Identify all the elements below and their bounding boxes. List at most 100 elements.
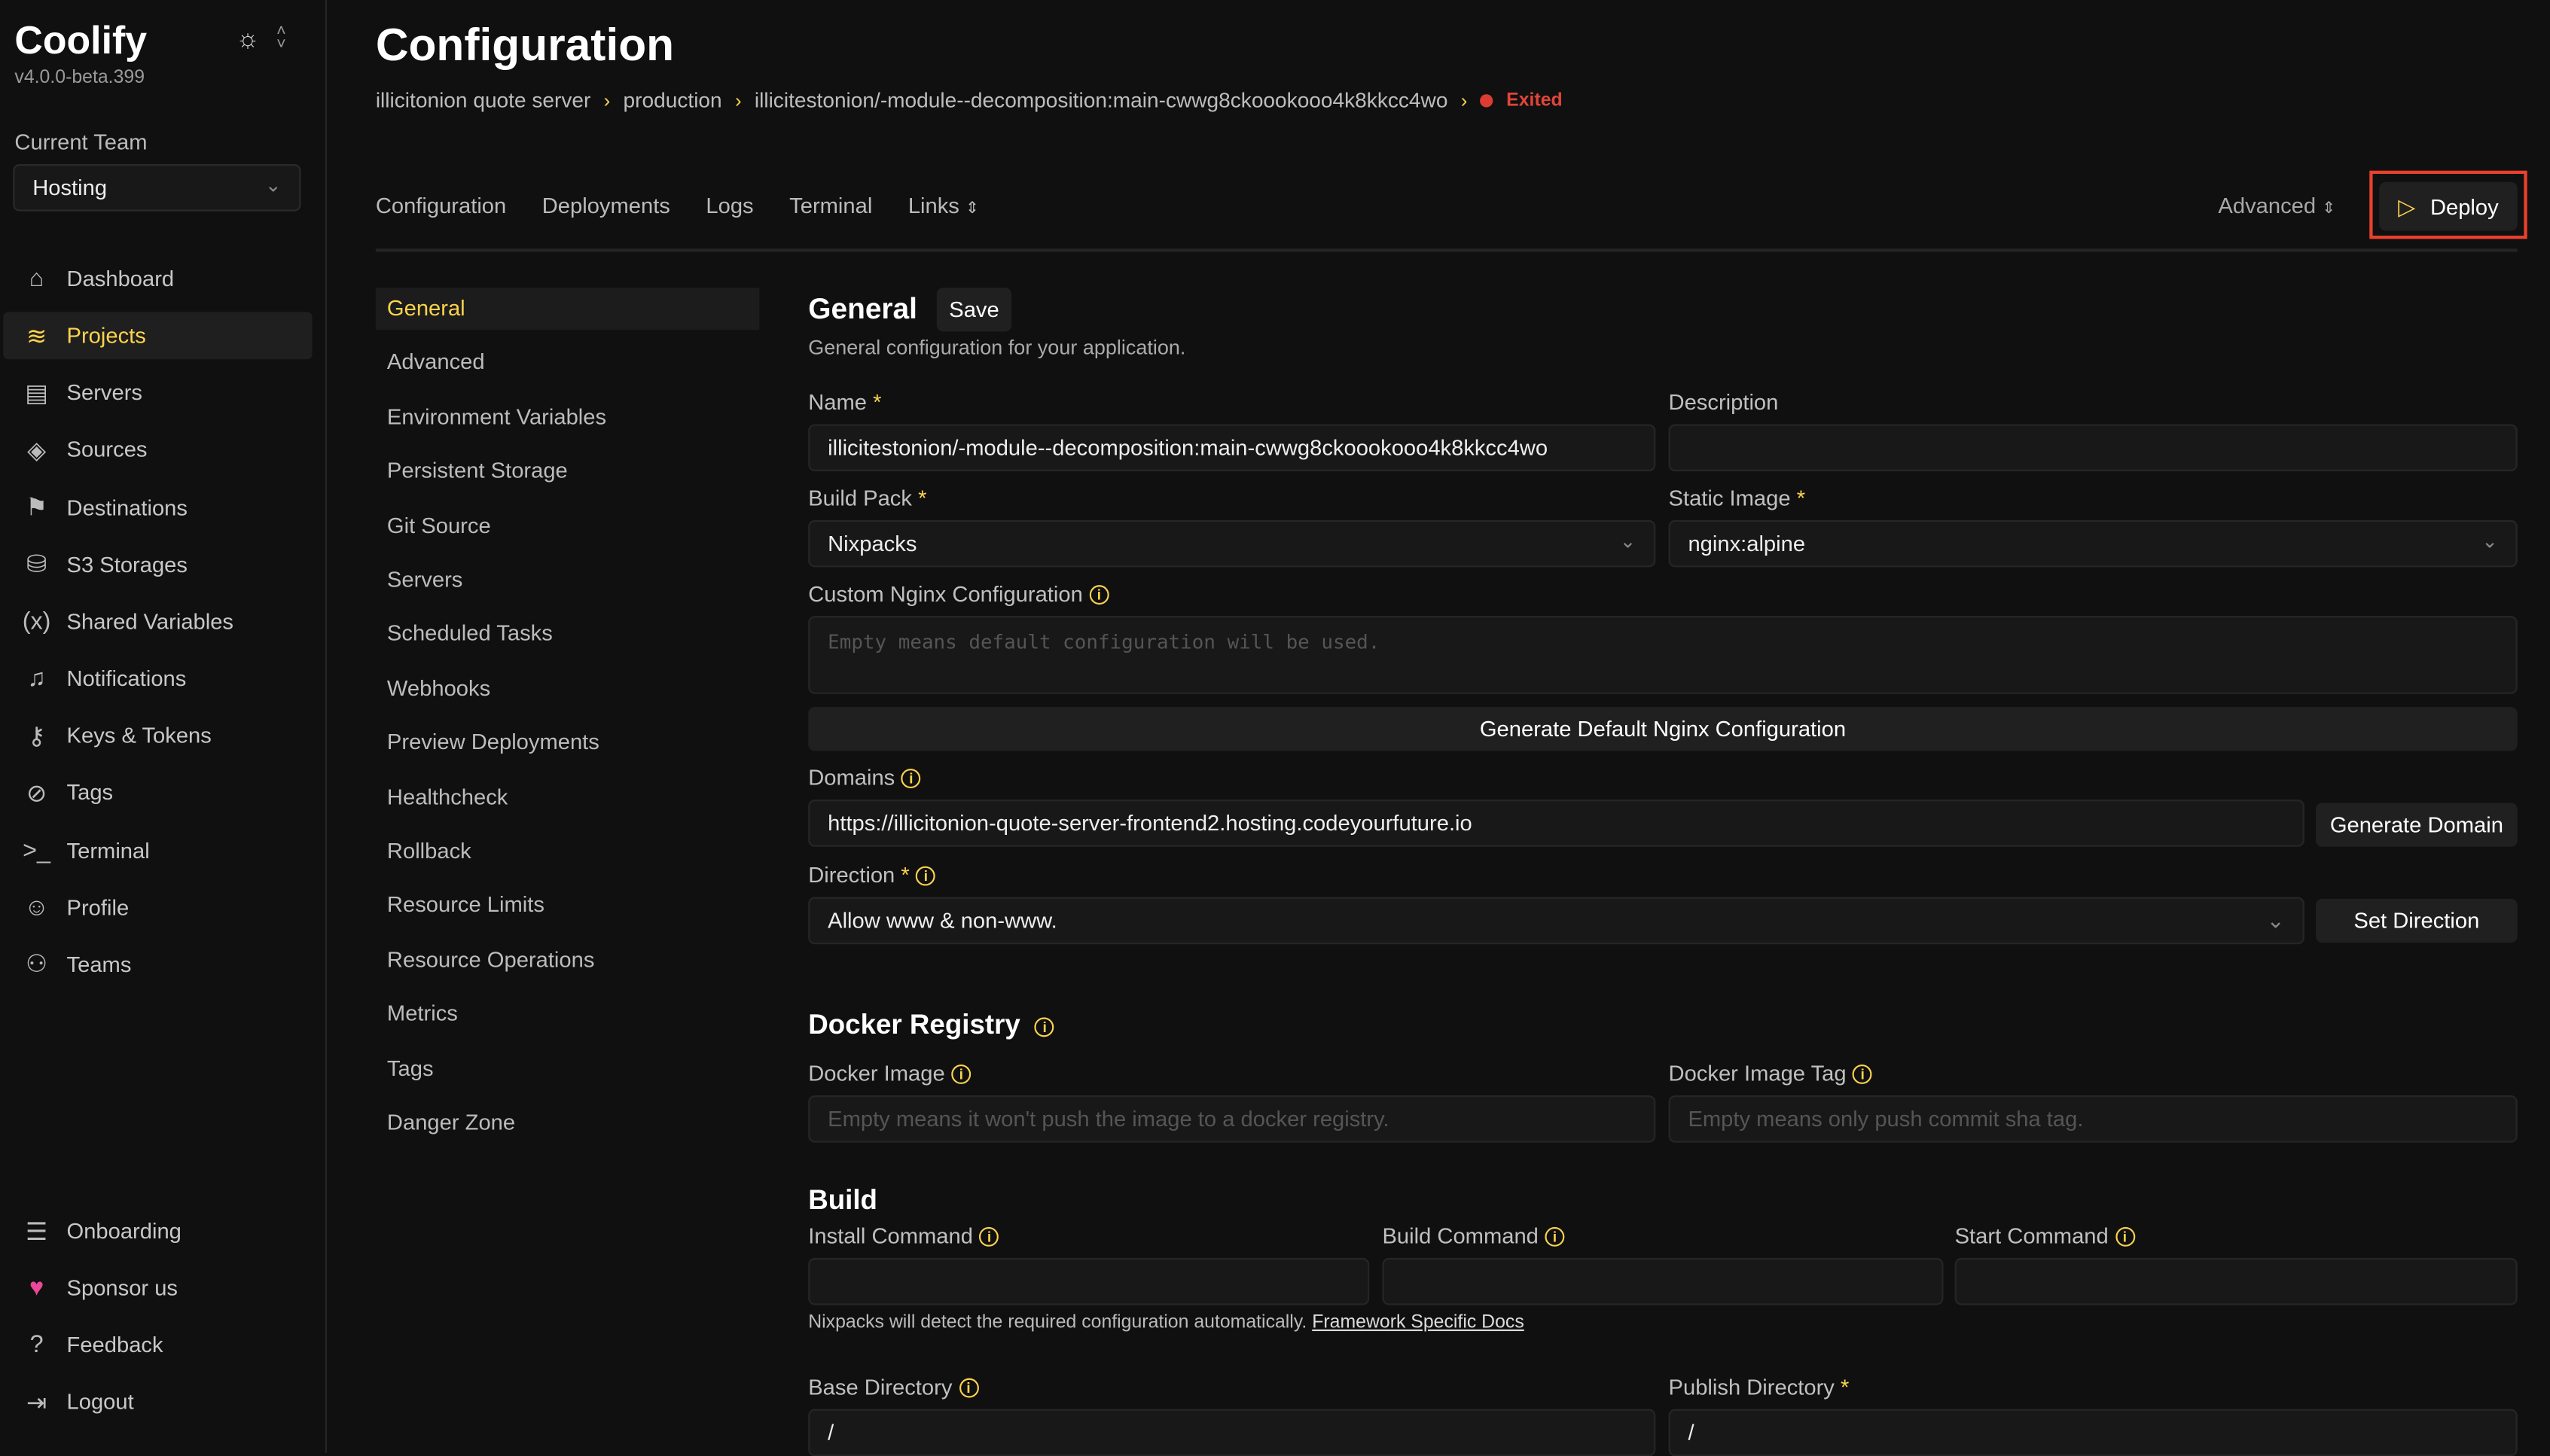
- sidebar-item-feedback[interactable]: ? Feedback: [3, 1322, 312, 1369]
- nginx-config-textarea[interactable]: Empty means default configuration will b…: [808, 616, 2518, 694]
- info-icon[interactable]: i: [1089, 586, 1109, 606]
- domains-label: Domains i: [808, 766, 921, 790]
- breadcrumb-resource[interactable]: illicitestonion/-module--decomposition:m…: [754, 87, 1448, 112]
- subnav-item-persistent-storage[interactable]: Persistent Storage: [386, 458, 568, 483]
- info-icon[interactable]: i: [951, 1065, 972, 1085]
- subnav-item-general[interactable]: General: [375, 288, 760, 330]
- breadcrumb-project[interactable]: illicitonion quote server: [375, 87, 591, 112]
- info-icon[interactable]: i: [2115, 1227, 2135, 1247]
- sidebar-item-tags[interactable]: ⊘ Tags: [3, 769, 312, 817]
- theme-toggle-chevrons-icon[interactable]: ˄ ˅: [276, 23, 286, 54]
- install-command-input[interactable]: [808, 1257, 1370, 1305]
- buildpack-label: Build Pack *: [808, 486, 926, 510]
- set-direction-button[interactable]: Set Direction: [2315, 898, 2518, 943]
- tab-configuration[interactable]: Configuration: [375, 193, 507, 218]
- subnav-item-webhooks[interactable]: Webhooks: [386, 675, 491, 701]
- info-icon[interactable]: i: [1035, 1016, 1055, 1037]
- sidebar-item-profile[interactable]: ☺ Profile: [3, 884, 312, 931]
- subnav-item-git-source[interactable]: Git Source: [386, 513, 491, 538]
- app-logo[interactable]: Coolify: [14, 19, 148, 64]
- generate-nginx-button[interactable]: Generate Default Nginx Configuration: [808, 707, 2518, 751]
- buildpack-select[interactable]: Nixpacks ⌄: [808, 519, 1656, 568]
- subnav-item-scheduled-tasks[interactable]: Scheduled Tasks: [386, 621, 553, 646]
- sidebar-item-logout[interactable]: ⇥ Logout: [3, 1379, 312, 1427]
- subnav-item-resource-limits[interactable]: Resource Limits: [386, 893, 544, 918]
- database-icon: ⛁: [26, 551, 47, 580]
- chevron-updown-icon: ⇕: [2322, 200, 2336, 218]
- team-select[interactable]: Hosting ⌄: [13, 164, 301, 212]
- chevron-updown-icon: ⇕: [965, 200, 980, 218]
- sidebar-item-teams[interactable]: ⚇ Teams: [3, 941, 312, 988]
- publish-directory-input[interactable]: /: [1668, 1409, 2518, 1456]
- tab-links-label: Links: [907, 193, 959, 218]
- sidebar-item-label: Sources: [66, 437, 148, 463]
- subnav-item-rollback[interactable]: Rollback: [386, 838, 471, 864]
- sidebar-item-notifications[interactable]: ♫ Notifications: [3, 655, 312, 702]
- tab-links[interactable]: Links ⇕: [908, 193, 979, 218]
- sidebar-item-destinations[interactable]: ⚑ Destinations: [3, 483, 312, 531]
- theme-sun-icon[interactable]: ☼: [236, 26, 260, 54]
- page-title: Configuration: [375, 19, 675, 70]
- advanced-label: Advanced: [2218, 193, 2317, 218]
- generate-domain-button[interactable]: Generate Domain: [2315, 803, 2518, 847]
- tab-logs[interactable]: Logs: [706, 193, 754, 218]
- docker-image-input[interactable]: Empty means it won't push the image to a…: [808, 1095, 1656, 1143]
- static-image-select[interactable]: nginx:alpine ⌄: [1668, 519, 2518, 568]
- build-command-input[interactable]: [1382, 1257, 1944, 1305]
- git-icon: ◈: [27, 437, 47, 465]
- chevron-right-icon: ›: [734, 88, 742, 111]
- subnav-item-healthcheck[interactable]: Healthcheck: [386, 784, 508, 809]
- name-input[interactable]: illicitestonion/-module--decomposition:m…: [808, 424, 1656, 472]
- subnav-item-preview-deployments[interactable]: Preview Deployments: [386, 730, 599, 755]
- install-command-label: Install Command i: [808, 1224, 999, 1248]
- subnav-item-metrics[interactable]: Metrics: [386, 1001, 458, 1026]
- subnav-item-tags[interactable]: Tags: [386, 1055, 434, 1080]
- docker-image-label-text: Docker Image: [808, 1061, 945, 1086]
- sidebar-item-s3-storages[interactable]: ⛁ S3 Storages: [3, 541, 312, 588]
- breadcrumb-environment[interactable]: production: [623, 87, 722, 112]
- tab-deployments[interactable]: Deployments: [541, 193, 670, 218]
- start-command-input[interactable]: [1954, 1257, 2518, 1305]
- buildpack-label-text: Build Pack: [808, 486, 912, 510]
- sidebar-item-terminal[interactable]: >_ Terminal: [3, 827, 312, 874]
- subnav-item-danger-zone[interactable]: Danger Zone: [386, 1110, 516, 1135]
- sidebar-item-shared-variables[interactable]: (x) Shared Variables: [3, 598, 312, 645]
- info-icon[interactable]: i: [916, 867, 936, 887]
- save-button[interactable]: Save: [936, 288, 1012, 332]
- deploy-button[interactable]: ▷ Deploy: [2379, 181, 2518, 231]
- direction-label: Direction * i: [808, 863, 936, 888]
- docker-tag-input[interactable]: Empty means only push commit sha tag.: [1668, 1095, 2518, 1143]
- info-icon[interactable]: i: [1853, 1065, 1873, 1085]
- base-directory-input[interactable]: /: [808, 1409, 1656, 1456]
- sidebar-item-keys-tokens[interactable]: ⚷ Keys & Tokens: [3, 712, 312, 760]
- sidebar-item-servers[interactable]: ▤ Servers: [3, 370, 312, 417]
- sidebar-item-dashboard[interactable]: ⌂ Dashboard: [3, 255, 312, 303]
- framework-docs-link[interactable]: Framework Specific Docs: [1312, 1313, 1524, 1333]
- required-asterisk: *: [918, 486, 927, 510]
- description-input[interactable]: [1668, 424, 2518, 472]
- subnav-item-servers[interactable]: Servers: [386, 567, 463, 592]
- help-icon: ?: [29, 1331, 44, 1360]
- sidebar-item-sponsor-us[interactable]: ♥ Sponsor us: [3, 1265, 312, 1312]
- sidebar-item-projects[interactable]: ≋ Projects: [3, 312, 313, 360]
- sidebar-item-sources[interactable]: ◈ Sources: [3, 427, 312, 474]
- subnav-item-resource-operations[interactable]: Resource Operations: [386, 947, 595, 972]
- sidebar: Coolify v4.0.0-beta.399 ☼ ˄ ˅ Current Tea…: [0, 0, 328, 1453]
- direction-select[interactable]: Allow www & non-www. ⌄: [808, 897, 2304, 945]
- user-icon: ☺: [24, 893, 50, 921]
- tab-terminal[interactable]: Terminal: [789, 193, 873, 218]
- static-image-label-text: Static Image: [1668, 486, 1791, 510]
- subnav-item-environment-variables[interactable]: Environment Variables: [386, 404, 607, 429]
- info-icon[interactable]: i: [1545, 1227, 1565, 1247]
- advanced-dropdown[interactable]: Advanced ⇕: [2218, 193, 2335, 218]
- sidebar-item-onboarding[interactable]: ☰ Onboarding: [3, 1208, 312, 1255]
- domains-input[interactable]: https://illicitonion-quote-server-fronte…: [808, 800, 2304, 847]
- sidebar-item-label: Onboarding: [66, 1219, 181, 1244]
- sidebar-item-label: Servers: [66, 380, 142, 406]
- info-icon[interactable]: i: [901, 769, 921, 789]
- info-icon[interactable]: i: [959, 1378, 978, 1399]
- subnav-item-advanced[interactable]: Advanced: [386, 349, 485, 375]
- tag-icon: ⊘: [26, 779, 47, 808]
- info-icon[interactable]: i: [979, 1227, 999, 1247]
